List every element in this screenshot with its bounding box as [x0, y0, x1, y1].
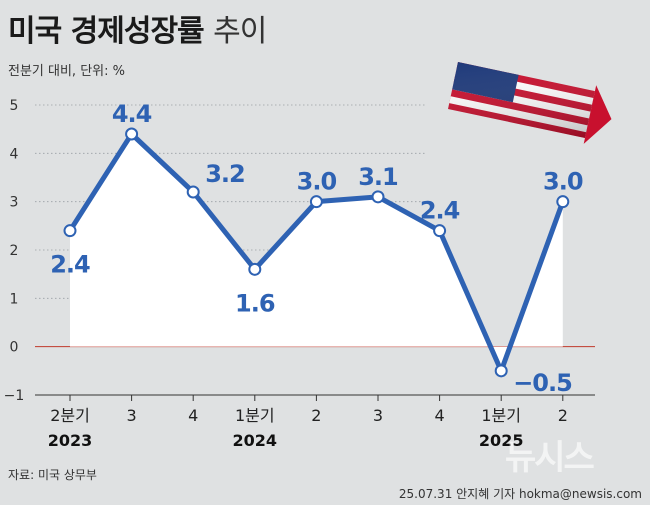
data-label: 2.4	[420, 197, 460, 225]
data-point	[371, 190, 385, 204]
chart-title: 미국 경제성장률 추이	[8, 6, 267, 50]
year-label: 2025	[479, 431, 524, 450]
x-tick-label: 2분기	[50, 406, 90, 425]
data-label: 1.6	[235, 289, 275, 317]
y-tick-label: 5	[10, 98, 19, 114]
x-tick-label: 3	[373, 406, 383, 425]
title-main: 미국 경제성장률	[8, 14, 205, 49]
data-label: 3.1	[358, 163, 398, 191]
chart-labels: 2.4 4.4 3.2 1.6 3.0 3.1 2.4 −0.5 3.0	[50, 100, 584, 397]
x-tick-label: 3	[127, 406, 137, 425]
x-tick-label: 2	[558, 406, 568, 425]
data-label: 3.0	[543, 168, 583, 196]
credit-note: 25.07.31 안지혜 기자 hokma@newsis.com	[398, 487, 642, 501]
us-flag-icon	[448, 62, 612, 144]
data-point	[556, 195, 570, 209]
watermark: 뉴시스	[505, 438, 595, 478]
y-tick-label: 2	[10, 243, 19, 259]
data-label: 3.2	[205, 160, 245, 188]
data-point	[63, 224, 77, 238]
data-point	[433, 224, 447, 238]
y-tick-label: −1	[4, 388, 25, 404]
y-tick-label: 4	[10, 146, 19, 162]
x-tick-label: 4	[435, 406, 445, 425]
unit-note: 전분기 대비, 단위: %	[8, 64, 125, 79]
chart-axes: 5 4 3 2 1 0 −1 2분기 2023 3 4 1분기 2024 2 3 4 1분기 2025 2	[4, 98, 595, 450]
data-point	[125, 127, 139, 141]
data-point	[186, 185, 200, 199]
y-tick-label: 1	[10, 291, 19, 307]
data-point	[309, 195, 323, 209]
y-tick-label: 3	[10, 195, 19, 211]
data-label: 2.4	[50, 251, 90, 279]
data-point	[248, 262, 262, 276]
data-point	[494, 364, 508, 378]
year-label: 2023	[48, 431, 93, 450]
x-tick-label: 1분기	[481, 406, 521, 425]
data-label: −0.5	[513, 369, 572, 397]
x-tick-label: 2	[311, 406, 321, 425]
chart-series	[63, 127, 570, 378]
x-tick-label: 1분기	[235, 406, 275, 425]
data-label: 4.4	[112, 100, 152, 128]
y-tick-label: 0	[10, 340, 19, 356]
title-sub: 추이	[213, 14, 267, 49]
year-label: 2024	[233, 431, 278, 450]
x-tick-label: 4	[188, 406, 198, 425]
data-label: 3.0	[297, 168, 337, 196]
source-note: 자료: 미국 상무부	[8, 468, 97, 482]
